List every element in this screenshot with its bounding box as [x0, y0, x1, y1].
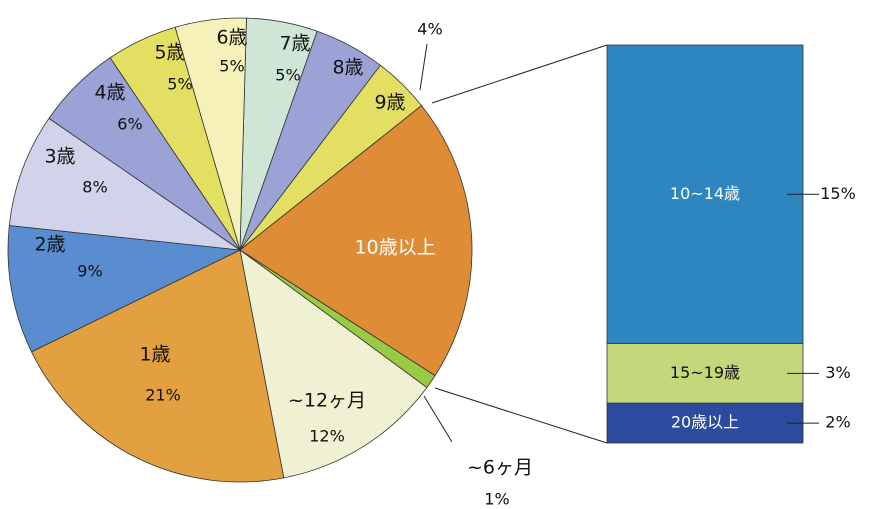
slice-label: ~12ヶ月 [288, 390, 366, 412]
slice-value-label: 21% [145, 386, 181, 405]
slice-value-label: 5% [219, 57, 244, 76]
pie-slice [30, 249, 285, 483]
bar-segment [606, 44, 804, 344]
connector-line [431, 44, 608, 104]
slice-label: 9歳 [374, 92, 405, 114]
segment-value-label: 2% [825, 413, 850, 432]
segment-value-label: 3% [825, 363, 850, 382]
segment-label: 15~19歳 [670, 363, 740, 382]
slice-label: 1歳 [139, 344, 170, 366]
slice-value-label: 5% [167, 75, 192, 94]
slice-value-label: 1% [484, 490, 509, 509]
slice-label: 6歳 [216, 27, 247, 49]
slice-label: ~6ヶ月 [467, 457, 533, 479]
slice-label: 10歳以上 [354, 237, 435, 259]
leader-line [423, 395, 453, 443]
pie-slice [239, 105, 473, 377]
bar-segment [606, 343, 804, 404]
bar-segment [606, 402, 804, 444]
slice-value-label: 12% [309, 427, 345, 446]
connector-line [434, 387, 608, 444]
pie-slice [174, 17, 247, 251]
slice-label: 8歳 [332, 57, 363, 79]
slice-value-label: 6% [117, 115, 142, 134]
segment-label: 10~14歳 [670, 184, 740, 203]
segment-value-label: 15% [820, 184, 856, 203]
slice-value-label: 5% [275, 66, 300, 85]
slice-value-label: 9% [77, 262, 102, 281]
slice-label: 2歳 [34, 234, 65, 256]
slice-label: 4歳 [94, 82, 125, 104]
pie-slice [8, 117, 241, 251]
segment-label: 20歳以上 [671, 413, 739, 432]
slice-value-label: 4% [417, 20, 442, 39]
leader-line [419, 43, 428, 91]
slice-label: 7歳 [279, 33, 310, 55]
pie-slice [7, 225, 242, 353]
slice-value-label: 8% [82, 178, 107, 197]
pie-slice [239, 249, 428, 479]
slice-label: 5歳 [154, 42, 185, 64]
slice-label: 3歳 [44, 146, 75, 168]
